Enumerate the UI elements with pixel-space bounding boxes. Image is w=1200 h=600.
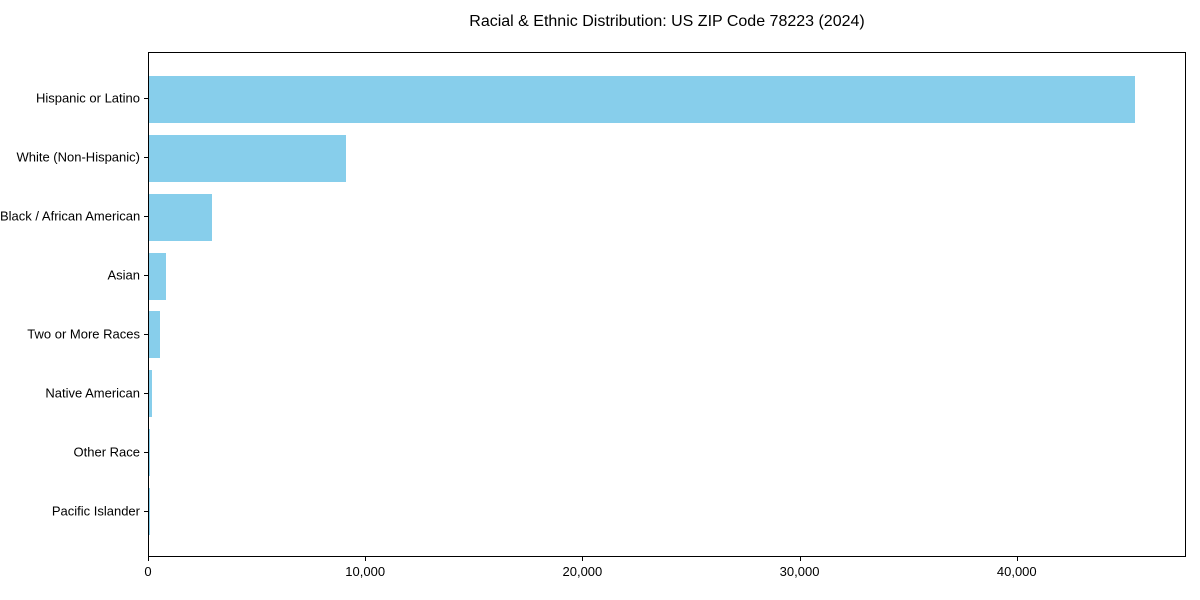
y-tick-mark (144, 98, 148, 100)
bar-asian (149, 252, 167, 300)
y-tick-label: Other Race (73, 444, 140, 460)
bar-other-race (149, 429, 151, 477)
y-tick-mark (144, 333, 148, 335)
y-tick-label: Two or More Races (27, 326, 140, 342)
chart-title: Racial & Ethnic Distribution: US ZIP Cod… (469, 13, 865, 30)
x-tick-mark (1016, 557, 1018, 561)
y-tick-label: Native American (45, 385, 140, 401)
x-tick-mark (582, 557, 584, 561)
x-tick-label: 0 (144, 564, 152, 579)
x-tick-mark (148, 557, 149, 561)
bar-two-or-more-races (149, 311, 160, 359)
y-tick-label: Pacific Islander (51, 503, 140, 518)
y-tick-label: Asian (107, 267, 140, 283)
y-tick-mark (144, 275, 148, 277)
bar-hispanic-or-latino (149, 75, 1136, 124)
y-tick-label: White (Non-Hispanic) (16, 149, 140, 165)
x-tick-mark (365, 557, 367, 561)
x-tick-mark (799, 557, 801, 561)
y-tick-label: Hispanic or Latino (35, 90, 140, 106)
x-tick-label: 30,000 (779, 564, 820, 579)
y-tick-label: Black / African American (0, 208, 141, 224)
x-tick-label: 40,000 (996, 564, 1037, 579)
bar-pacific-islander (149, 487, 150, 536)
y-tick-mark (144, 157, 148, 159)
y-tick-mark (144, 510, 148, 512)
bar-white-non-hispanic (149, 134, 346, 182)
bar-native-american (149, 370, 153, 418)
x-tick-label: 10,000 (345, 564, 386, 579)
y-tick-mark (144, 216, 148, 218)
bar-black-african-american (149, 193, 212, 241)
plot-area (148, 52, 1186, 557)
y-tick-mark (144, 392, 148, 394)
x-tick-label: 20,000 (562, 564, 603, 579)
y-tick-mark (144, 451, 148, 453)
